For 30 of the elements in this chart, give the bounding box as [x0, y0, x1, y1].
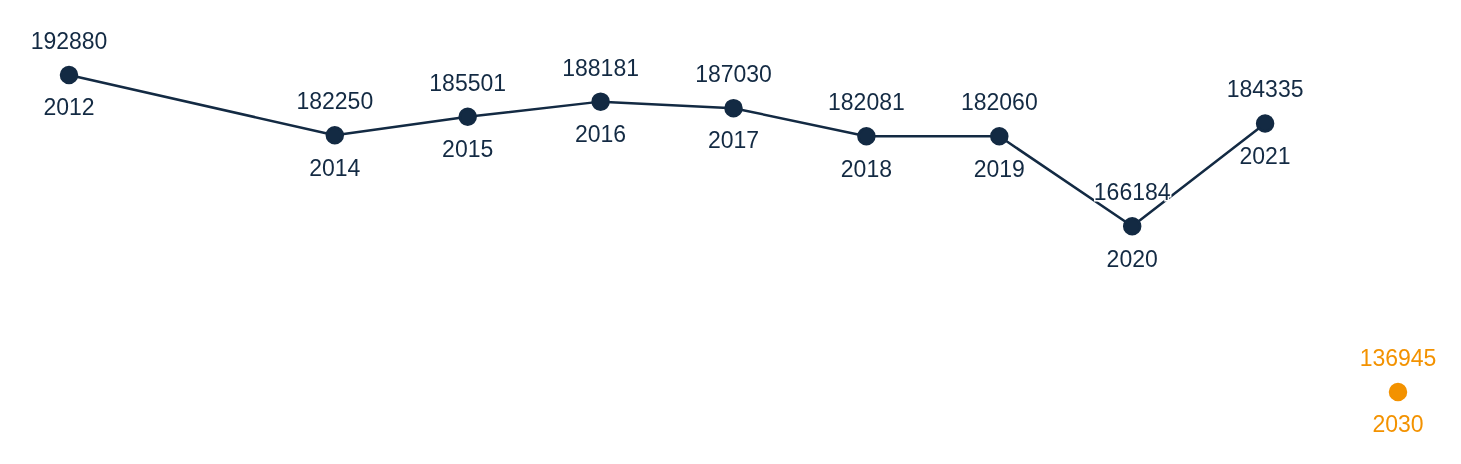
x-tick-label: 2030: [1372, 411, 1424, 438]
data-label: 187030: [695, 61, 772, 88]
x-tick-label: 2019: [973, 155, 1025, 182]
point: [724, 98, 743, 118]
point: [458, 107, 477, 127]
data-label: 188181: [562, 54, 639, 81]
data-label: 136945: [1359, 345, 1437, 371]
point: [1122, 217, 1142, 236]
x-tick-label: 2018: [840, 155, 892, 182]
point: [990, 127, 1009, 146]
x-tick-label: 2015: [442, 136, 494, 163]
point: [1388, 382, 1408, 402]
point: [1255, 114, 1275, 133]
data-label: 192880: [30, 28, 108, 54]
data-label: 182060: [960, 89, 1038, 116]
point: [59, 65, 79, 85]
data-label: 182081: [828, 89, 905, 116]
point: [325, 125, 345, 145]
data-label: 185501: [429, 69, 507, 96]
x-tick-label: 2017: [707, 127, 760, 154]
x-tick-label: 2020: [1106, 245, 1158, 272]
x-tick-label: 2012: [43, 94, 95, 121]
data-label: 184335: [1226, 76, 1304, 103]
point: [857, 126, 876, 146]
x-tick-label: 2016: [575, 120, 627, 147]
x-tick-label: 2021: [1239, 142, 1291, 169]
data-label: 166184: [1093, 179, 1171, 206]
data-label: 182250: [296, 88, 374, 115]
x-tick-label: 2014: [309, 154, 361, 181]
point: [591, 92, 610, 111]
